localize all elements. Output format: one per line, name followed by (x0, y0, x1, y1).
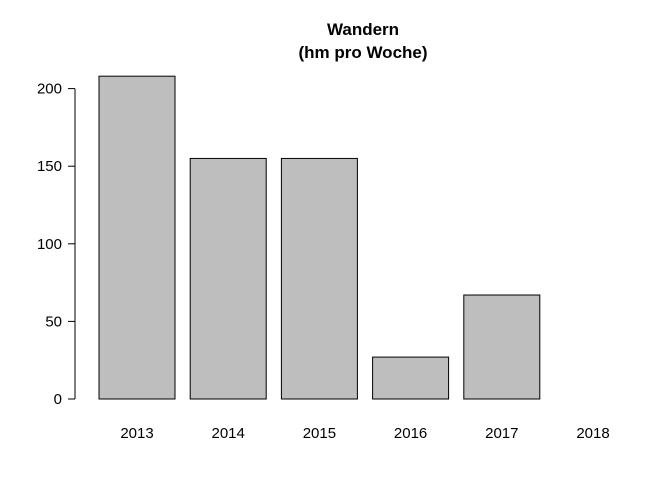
y-tick-label: 100 (37, 236, 62, 253)
x-axis-labels: 2013 2014 2015 2016 2017 2018 (120, 425, 609, 442)
bar-2013 (98, 75, 176, 400)
bars-group (98, 75, 541, 400)
bar-2014 (189, 157, 267, 400)
bar-2015 (280, 157, 358, 400)
y-tick-label: 200 (37, 81, 62, 98)
chart-title-line-2: (hm pro Woche) (298, 43, 427, 62)
y-tick-label: 150 (37, 158, 62, 175)
chart-title-line-1: Wandern (327, 20, 399, 39)
y-axis: 0 50 100 150 200 (37, 81, 76, 408)
bar-2017 (463, 294, 541, 400)
x-category-label: 2014 (212, 425, 245, 442)
y-tick-label: 50 (45, 313, 62, 330)
bar-2016 (372, 356, 450, 400)
x-category-label: 2016 (394, 425, 427, 442)
y-tick-label: 0 (54, 391, 62, 408)
x-category-label: 2015 (303, 425, 336, 442)
x-category-label: 2017 (485, 425, 518, 442)
x-category-label: 2018 (576, 425, 609, 442)
x-category-label: 2013 (120, 425, 153, 442)
